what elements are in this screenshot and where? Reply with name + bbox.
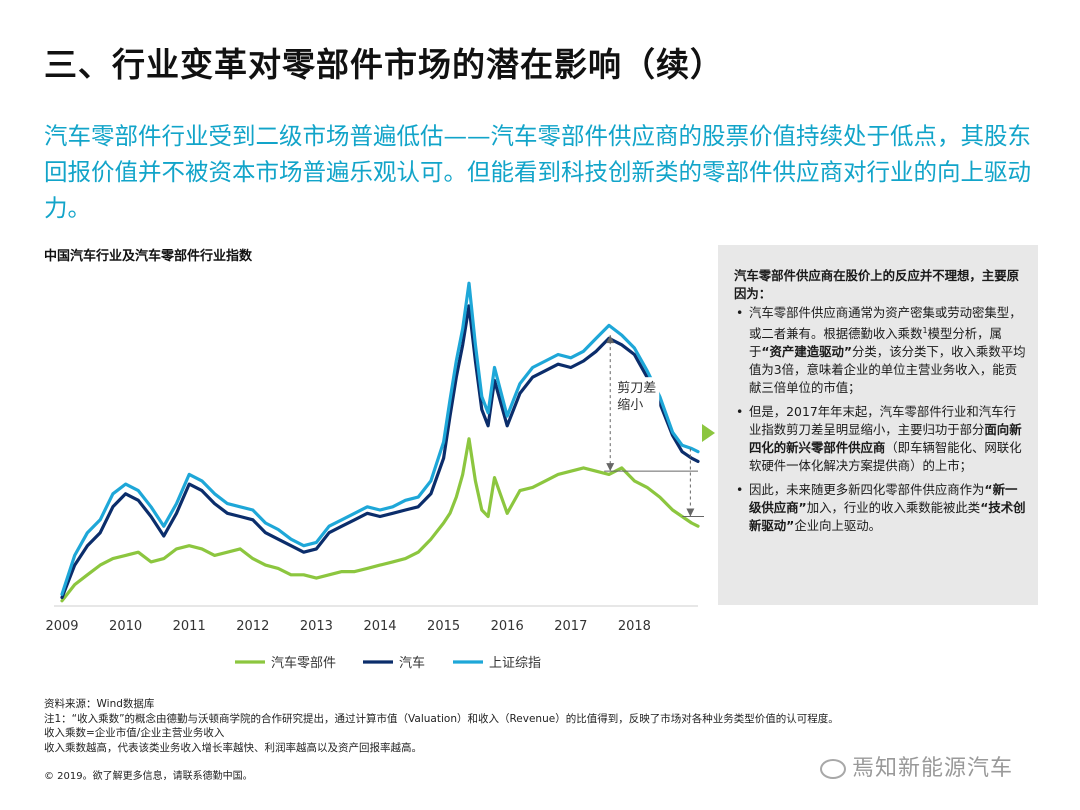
series-line-2 — [60, 304, 700, 600]
footnotes: 资料来源：Wind数据库 注1：“收入乘数”的概念由德勤与沃顿商学院的合作研究提… — [44, 697, 839, 755]
chart-title: 中国汽车行业及汽车零部件行业指数 — [44, 249, 253, 264]
panel-text: 但是，2017年年末起，汽车零部件行业和汽车行业指数剪刀差呈明显缩小，主要归功于… — [749, 404, 1016, 438]
source-note: 资料来源：Wind数据库 — [44, 698, 155, 710]
series-line-1 — [60, 437, 700, 603]
annotation-label: 剪刀差 — [617, 380, 656, 396]
panel-heading: 汽车零部件供应商在股价上的反应并不理想，主要原因为： — [734, 268, 1019, 301]
legend-label: 上证综指 — [489, 656, 541, 671]
x-tick-label: 2018 — [618, 619, 651, 634]
panel-text: 模型分析，属于 — [749, 326, 1002, 360]
copyright: © 2019。欲了解更多信息，请联系德勤中国。 — [44, 771, 253, 782]
x-tick-label: 2010 — [109, 619, 142, 634]
panel-emphasis: “资产建造驱动” — [761, 344, 853, 360]
panel-text: （即车辆智能化、网联化软硬件一体化解决方案提供商）的上市； — [749, 440, 1022, 474]
panel-emphasis: 面向新四化的新兴零部件供应商 — [749, 422, 1022, 456]
analysis-panel: 汽车零部件供应商在股价上的反应并不理想，主要原因为： • 汽车零部件供应商通常为… — [718, 245, 1038, 605]
watermark: 焉知新能源汽车 — [820, 750, 1013, 782]
panel-text: 汽车零部件供应商通常为资产密集或劳动密集型，或二者兼有。根据德勤收入乘数 — [749, 305, 1022, 342]
gap-arrow-up — [606, 335, 615, 344]
panel-text: 因此，未来随更多新四化零部件供应商作为 — [749, 482, 985, 498]
panel-emphasis: “新一级供应商” — [749, 482, 1018, 516]
watermark-text: 焉知新能源汽车 — [852, 756, 1014, 781]
page-title: 三、行业变革对零部件市场的潜在影响（续） — [44, 45, 724, 84]
footnote-1: 注1：“收入乘数”的概念由德勤与沃顿商学院的合作研究提出，通过计算市值（Valu… — [44, 712, 839, 725]
annotation-label: 缩小 — [617, 397, 643, 413]
gap-arrow-down — [606, 463, 615, 472]
x-tick-label: 2014 — [363, 619, 396, 634]
pointer-arrow-icon — [702, 424, 715, 442]
bullet-icon: • — [736, 482, 744, 498]
panel-text: 加入，行业的收入乘数能被此类 — [806, 500, 981, 516]
wechat-icon — [820, 759, 846, 779]
panel-emphasis: “技术创新驱动” — [749, 500, 1026, 534]
panel-bullet-1: • 汽车零部件供应商通常为资产密集或劳动密集型，或二者兼有。根据德勤收入乘数1模… — [734, 304, 1026, 397]
bullet-icon: • — [736, 404, 744, 420]
footnote-ref: 1 — [922, 326, 928, 335]
line-chart: 2009 2010 2011 2012 2013 2014 2015 2016 2017 2018… — [45, 281, 704, 671]
x-tick-label: 2015 — [427, 619, 460, 634]
footnote-formula: 收入乘数=企业市值/企业主营业务收入 — [44, 727, 225, 739]
legend-label: 汽车零部件 — [271, 655, 336, 671]
panel-bullet-2: • 但是，2017年年末起，汽车零部件行业和汽车行业指数剪刀差呈明显缩小，主要归… — [734, 403, 1026, 475]
annotation-bg — [613, 377, 660, 416]
series-line-3 — [60, 281, 700, 596]
panel-bullet-3: • 因此，未来随更多新四化零部件供应商作为“新一级供应商”加入，行业的收入乘数能… — [734, 481, 1026, 535]
x-tick-label: 2012 — [236, 619, 269, 634]
x-tick-label: 2011 — [173, 619, 206, 634]
panel-text: 企业向上驱动。 — [794, 518, 882, 534]
x-tick-label: 2013 — [300, 619, 333, 634]
legend-label: 汽车 — [399, 655, 425, 671]
page-subtitle: 汽车零部件行业受到二级市场普遍低估——汽车零部件供应商的股票价值持续处于低点，其… — [44, 122, 1031, 222]
panel-text: 分类，该分类下，收入乘数平均值为3倍，意味着企业的单位主营业务收入，能贡献三倍单… — [749, 344, 1026, 396]
gap-arrow-down-2 — [686, 508, 695, 517]
bullet-icon: • — [736, 305, 744, 320]
footnote-explanation: 收入乘数越高，代表该类业务收入增长率越快、利润率越高以及资产回报率越高。 — [44, 741, 422, 754]
x-tick-label: 2009 — [45, 619, 78, 634]
x-tick-label: 2016 — [491, 619, 524, 634]
x-tick-label: 2017 — [554, 619, 587, 634]
